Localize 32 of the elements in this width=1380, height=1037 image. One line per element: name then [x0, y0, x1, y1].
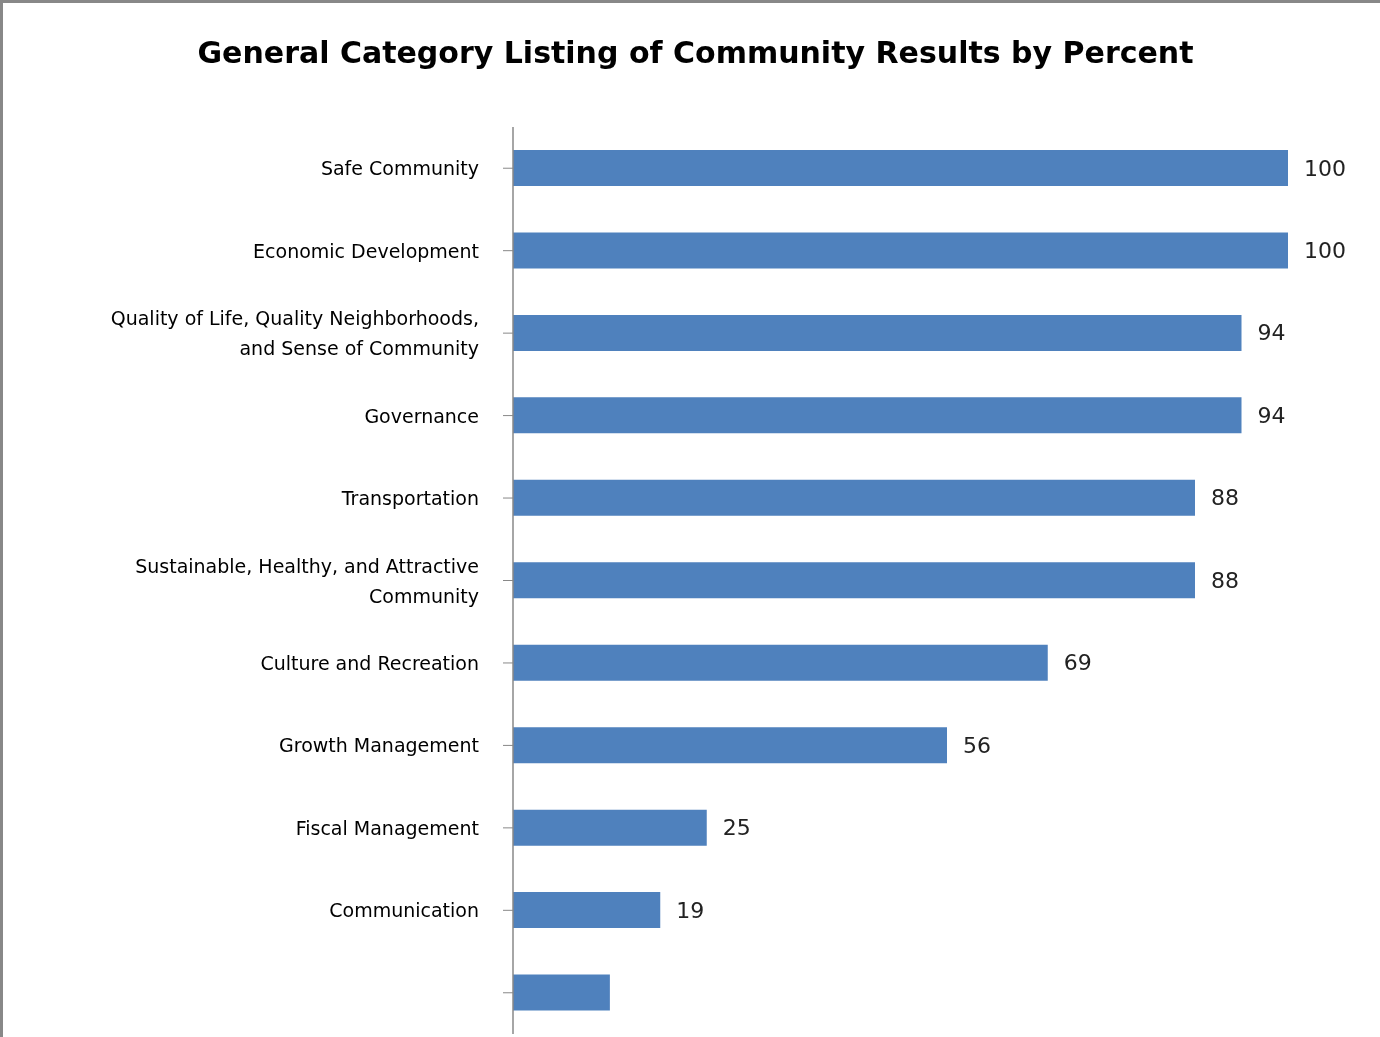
data-label: 100 — [1304, 155, 1346, 181]
y-tick-label: Growth Management — [279, 734, 479, 757]
y-tick-label: Transportation — [340, 487, 479, 510]
y-tick-label: Governance — [364, 404, 479, 427]
y-tick-label: Safe Community — [320, 157, 479, 180]
data-label: 25 — [722, 815, 751, 841]
data-label: 88 — [1211, 485, 1239, 511]
bar — [513, 232, 1288, 269]
data-label: 19 — [676, 897, 705, 923]
chart-title: General Category Listing of Community Results by Percent — [196, 35, 1195, 70]
y-tick-label: Communication — [329, 899, 479, 922]
data-label: 94 — [1257, 320, 1286, 346]
y-tick-label: Economic Development — [253, 239, 479, 262]
y-tick-label: Quality of Life, Quality Neighborhoods, and Sense of Community — [110, 307, 479, 360]
bar — [513, 314, 1242, 351]
bar — [513, 809, 707, 846]
y-tick-label: Culture and Recreation — [260, 651, 479, 674]
data-label: 69 — [1063, 650, 1092, 676]
bar — [513, 644, 1048, 681]
bar — [513, 150, 1288, 186]
bar — [513, 562, 1195, 599]
data-label: 100 — [1304, 237, 1346, 263]
data-label: 94 — [1257, 402, 1286, 428]
bar — [513, 397, 1242, 434]
data-label: 56 — [963, 732, 991, 758]
bar — [513, 727, 947, 764]
y-tick-label: Sustainable, Healthy, and Attractive Community — [135, 554, 479, 607]
bar — [513, 479, 1195, 516]
bar — [513, 974, 610, 1011]
bar — [513, 892, 661, 929]
data-label: 88 — [1211, 567, 1239, 593]
y-tick-label: Fiscal Management — [295, 816, 479, 839]
